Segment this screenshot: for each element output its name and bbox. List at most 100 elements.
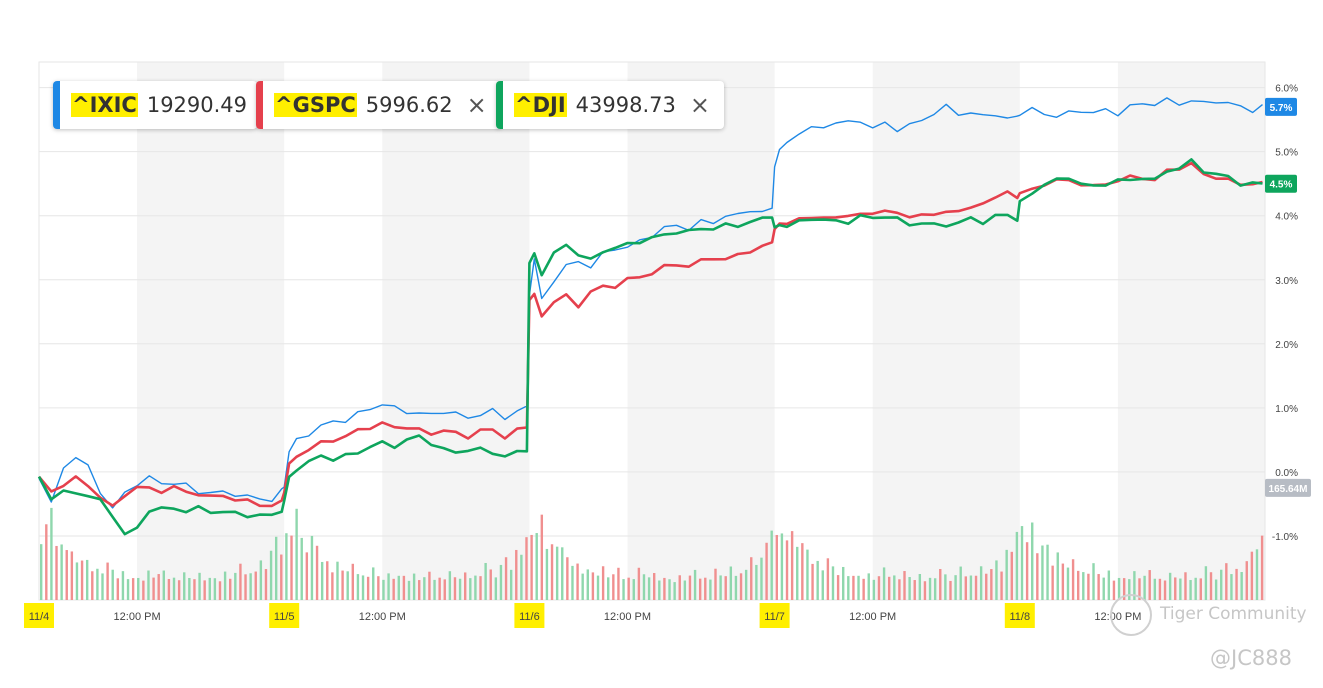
volume-bar <box>50 507 53 600</box>
volume-bar <box>234 572 237 600</box>
volume-bar <box>954 575 957 600</box>
volume-bar <box>1066 567 1070 600</box>
last-volume-label-bg <box>1265 478 1311 497</box>
volume-bar <box>765 542 768 600</box>
volume-bar <box>1036 553 1039 600</box>
volume-bar <box>555 546 559 600</box>
volume-bar <box>1138 578 1141 600</box>
close-icon[interactable]: × <box>689 91 710 119</box>
volume-bar <box>351 563 355 600</box>
x-tick-highlight <box>24 603 54 628</box>
volume-bar <box>1112 580 1116 600</box>
volume-bar <box>734 575 738 600</box>
volume-bar <box>678 575 681 600</box>
volume-bar <box>239 563 242 600</box>
volume-bar <box>1163 580 1167 600</box>
volume-bar <box>688 575 692 600</box>
x-tick-highlight <box>514 603 545 628</box>
volume-bar <box>898 579 901 600</box>
volume-bar <box>535 533 538 600</box>
volume-bar <box>428 571 431 600</box>
volume-bar <box>341 570 344 600</box>
volume-bar <box>509 569 513 600</box>
y-tick-label: 5.0% <box>1275 148 1298 159</box>
volume-bar <box>928 577 932 600</box>
volume-bar <box>545 548 549 600</box>
volume-bar <box>903 571 906 600</box>
volume-bar <box>1225 563 1228 600</box>
volume-bar <box>632 579 635 600</box>
volume-bar <box>1214 579 1218 600</box>
plot-frame <box>38 61 1266 601</box>
volume-bar <box>463 572 467 600</box>
legend-item-ixic[interactable]: ^IXIC 19290.49 <box>53 81 258 129</box>
last-value-ixic: 5.7% <box>1270 103 1293 114</box>
volume-bar <box>969 575 973 600</box>
volume-bar <box>520 554 523 600</box>
volume-bar <box>796 546 799 600</box>
volume-bar <box>1005 549 1008 600</box>
session-band <box>872 62 1020 600</box>
session-band <box>382 62 530 600</box>
volume-bar <box>882 567 886 600</box>
volume-bar <box>918 574 922 600</box>
tiger-logo-icon <box>1110 594 1152 636</box>
volume-bar <box>55 545 58 600</box>
volume-bar <box>259 560 263 600</box>
volume-bar <box>739 573 743 600</box>
volume-bar <box>831 566 835 600</box>
volume-bar <box>320 561 324 600</box>
volume-bar <box>908 577 911 600</box>
volume-bar <box>448 571 452 600</box>
volume-bar <box>1133 571 1136 600</box>
volume-bar <box>990 569 993 600</box>
volume-bar <box>530 534 533 600</box>
volume-bar <box>147 570 150 600</box>
volume-bar <box>887 576 891 600</box>
volume-bar <box>576 563 579 600</box>
volume-bar <box>806 549 809 600</box>
volume-bar <box>801 543 804 600</box>
volume-bar <box>101 573 104 600</box>
volume-bar <box>203 580 206 600</box>
volume-bar <box>663 577 666 600</box>
volume-bar <box>382 579 385 600</box>
volume-bar <box>254 571 257 600</box>
volume-bar <box>607 577 610 600</box>
volume-bar <box>326 561 329 600</box>
volume-bar <box>1015 531 1019 600</box>
series-color-bar <box>496 81 503 129</box>
volume-bar <box>647 577 651 600</box>
volume-bar <box>1220 569 1223 600</box>
volume-bar <box>744 569 748 600</box>
volume-bar <box>474 575 477 600</box>
volume-bar <box>1148 570 1151 600</box>
volume-bar <box>193 579 196 600</box>
volume-bar <box>453 577 457 600</box>
volume-bar <box>131 578 135 600</box>
volume-bar <box>612 574 615 600</box>
volume-bar <box>1245 561 1248 600</box>
volume-bar <box>724 576 727 600</box>
volume-bar <box>698 578 702 600</box>
y-tick-label: 6.0% <box>1275 84 1298 95</box>
volume-bar <box>387 573 390 600</box>
volume-bar <box>433 579 436 600</box>
volume-bar <box>673 582 676 600</box>
close-icon[interactable]: × <box>466 91 487 119</box>
volume-bar <box>913 580 916 600</box>
volume-bar <box>780 533 784 600</box>
volume-bar <box>372 567 375 600</box>
volume-bar <box>1102 577 1105 600</box>
volume-bar <box>1168 572 1172 600</box>
volume-bar <box>1179 578 1182 600</box>
volume-bar <box>443 579 446 600</box>
legend-item-dji[interactable]: ^DJI 43998.73 × <box>496 81 724 129</box>
volume-bar <box>729 566 733 600</box>
legend-item-gspc[interactable]: ^GSPC 5996.62 × <box>256 81 501 129</box>
volume-bar <box>857 575 860 600</box>
volume-bar <box>601 566 605 600</box>
volume-bar <box>397 575 400 600</box>
volume-bar <box>1061 563 1065 600</box>
volume-bar <box>152 577 155 600</box>
